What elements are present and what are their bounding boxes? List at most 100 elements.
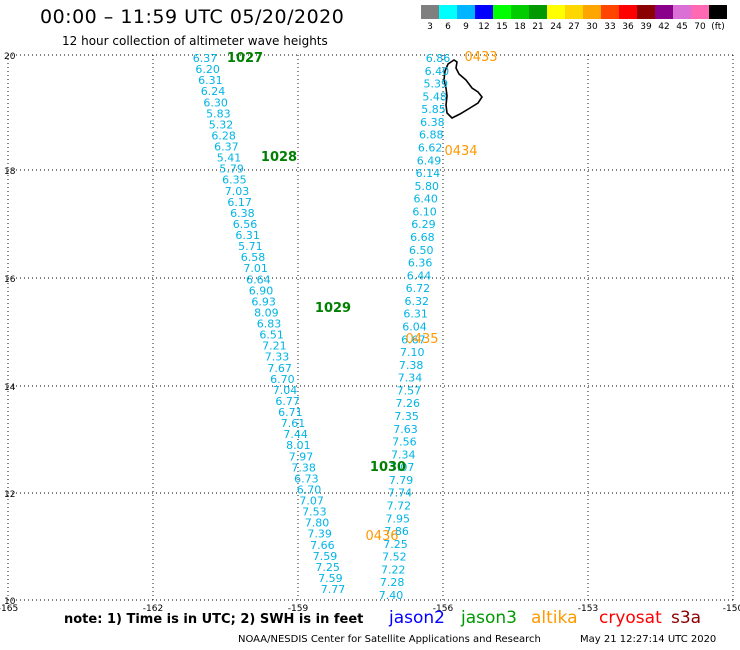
latitude-label: 12 <box>4 490 15 500</box>
colorbar-swatch <box>529 5 547 19</box>
wave-height-value: 6.64 <box>246 273 271 286</box>
wave-height-value: 7.25 <box>315 561 340 574</box>
wave-height-value: 6.31 <box>198 74 223 87</box>
wave-height-value: 6.14 <box>416 167 441 180</box>
wave-height-value: 7.03 <box>225 185 250 198</box>
wave-height-value: 7.34 <box>391 448 416 461</box>
pass-label-orange: 0433 <box>464 50 497 65</box>
colorbar-swatch <box>637 5 655 19</box>
colorbar-label: 70 <box>694 22 706 32</box>
wave-height-value: 7.01 <box>243 262 268 275</box>
wave-height-value: 7.10 <box>400 346 425 359</box>
wave-height-value: 7.21 <box>262 340 287 353</box>
wave-height-value: 6.77 <box>275 395 300 408</box>
wave-height-value: 7.77 <box>321 583 346 596</box>
track-left-values: 6.376.206.316.246.305.835.326.286.375.41… <box>193 52 346 596</box>
longitude-label: -156 <box>433 604 454 614</box>
latitude-label: 20 <box>4 52 16 62</box>
wave-height-value: 5.32 <box>209 118 234 131</box>
wave-height-value: 5.39 <box>424 78 449 91</box>
colorbar-swatch <box>709 5 727 19</box>
wave-height-value: 6.35 <box>222 174 247 187</box>
wave-height-value: 6.44 <box>407 269 432 282</box>
colorbar-label: 3 <box>427 22 433 32</box>
wave-height-value: 5.79 <box>219 163 244 176</box>
colorbar-label: (ft) <box>711 22 725 32</box>
colorbar-swatch <box>655 5 673 19</box>
pass-label-orange: 0434 <box>444 144 477 159</box>
longitude-label: -162 <box>143 604 163 614</box>
longitude-label: -153 <box>578 604 598 614</box>
wave-height-value: 7.56 <box>392 436 417 449</box>
colorbar-label: 15 <box>496 22 508 32</box>
wave-height-value: 6.93 <box>251 295 276 308</box>
lat-lon-grid <box>7 54 734 601</box>
colorbar-swatch <box>547 5 565 19</box>
wave-height-value: 6.31 <box>235 229 260 242</box>
colorbar-label: 33 <box>604 22 616 32</box>
colorbar-label: 12 <box>478 22 490 32</box>
wave-height-value: 6.72 <box>406 282 431 295</box>
wave-height-value: 5.48 <box>422 90 447 103</box>
wave-height-value: 6.40 <box>425 65 450 78</box>
wave-height-value: 6.70 <box>297 483 322 496</box>
wave-height-value: 7.57 <box>397 384 422 397</box>
colorbar-label: 27 <box>568 22 580 32</box>
wave-height-value: 6.38 <box>230 207 255 220</box>
wave-height-value: 6.71 <box>278 406 303 419</box>
satellite-legend-cryosat: cryosat <box>599 608 662 628</box>
wave-height-value: 7.38 <box>399 359 424 372</box>
wave-height-value: 6.24 <box>201 85 226 98</box>
wave-height-value: 7.44 <box>283 428 308 441</box>
wave-height-value: 6.40 <box>413 193 438 206</box>
hawaii-island-outline <box>443 59 483 119</box>
colorbar-label: 36 <box>622 22 634 32</box>
wave-height-value: 7.74 <box>388 487 413 500</box>
pass-label-green: 1029 <box>315 301 351 316</box>
track-right-values: 6.866.405.395.485.856.386.886.626.496.14… <box>379 52 451 602</box>
pass-time-labels: 1027 1028 1029 1030 0433 0434 0435 0436 <box>227 50 498 544</box>
longitude-label: -159 <box>288 604 309 614</box>
wave-height-value: 7.95 <box>385 512 410 525</box>
wave-height-value: 7.59 <box>313 550 338 563</box>
wave-height-value: 6.38 <box>420 116 445 129</box>
wave-height-value: 7.67 <box>267 362 292 375</box>
latitude-label: 16 <box>4 275 16 285</box>
wave-height-value: 7.34 <box>398 372 423 385</box>
colorbar-swatch <box>673 5 691 19</box>
wave-height-value: 5.71 <box>238 240 263 253</box>
wave-height-value: 7.97 <box>289 450 314 463</box>
wave-height-value: 6.68 <box>410 231 435 244</box>
satellite-legend-altika: altika <box>531 608 578 628</box>
pass-label-orange: 0436 <box>365 529 398 544</box>
wave-height-value: 7.86 <box>384 525 409 538</box>
satellite-legend-jason3: jason3 <box>461 608 517 628</box>
colorbar-label: 30 <box>586 22 598 32</box>
pass-label-green: 1030 <box>370 460 406 475</box>
colorbar-label: 18 <box>514 22 526 32</box>
wave-height-value: 7.33 <box>265 351 290 364</box>
wave-height-value: 6.70 <box>270 373 295 386</box>
wave-height-value: 7.04 <box>273 384 298 397</box>
wave-height-value: 7.38 <box>291 461 316 474</box>
colorbar-swatch <box>475 5 493 19</box>
pass-label-green: 1028 <box>261 150 297 165</box>
colorbar-swatch <box>439 5 457 19</box>
wave-height-value: 8.01 <box>286 439 311 452</box>
wave-height-value: 5.80 <box>415 180 440 193</box>
latitude-label: 10 <box>4 597 16 607</box>
longitude-label: -150 <box>723 604 740 614</box>
latitude-label: 14 <box>4 383 16 393</box>
colorbar-label: 21 <box>532 22 544 32</box>
wave-height-value: 5.41 <box>217 152 242 165</box>
wave-height-value: 6.37 <box>193 52 218 65</box>
colorbar-swatch <box>511 5 529 19</box>
wave-height-value: 7.66 <box>310 539 335 552</box>
axis-labels: -165 -162 -159 -156 -153 -150 20 18 16 14 12 10 <box>0 52 740 614</box>
wave-height-value: 6.28 <box>211 129 236 142</box>
wave-height-value: 7.63 <box>393 423 418 436</box>
colorbar-swatch <box>421 5 439 19</box>
wave-height-value: 7.35 <box>394 410 419 423</box>
latitude-label: 18 <box>4 167 16 177</box>
